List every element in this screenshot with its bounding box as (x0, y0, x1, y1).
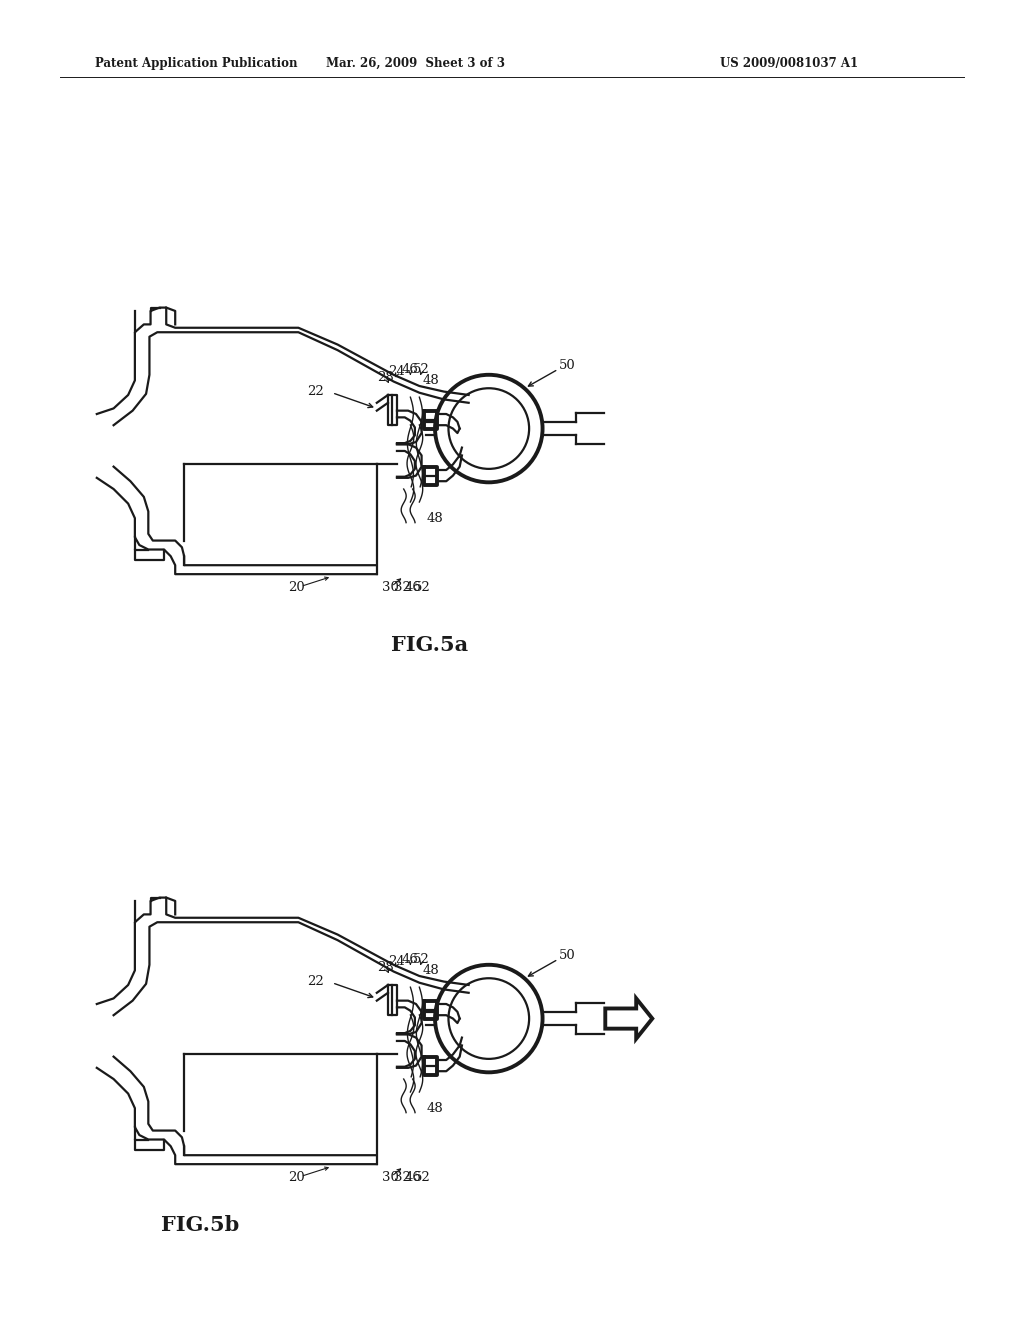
Text: 46: 46 (404, 581, 421, 594)
Text: 48: 48 (427, 512, 443, 524)
Text: 20: 20 (288, 1171, 304, 1184)
Text: 50: 50 (559, 949, 575, 962)
Text: 28: 28 (378, 371, 394, 384)
Text: 52: 52 (414, 363, 430, 376)
Text: 50: 50 (559, 359, 575, 372)
Text: 30: 30 (382, 1171, 398, 1184)
Text: 52: 52 (414, 953, 430, 966)
Text: 30: 30 (382, 581, 398, 594)
Text: 46: 46 (404, 1171, 421, 1184)
Text: 48: 48 (422, 964, 439, 977)
Text: 32: 32 (394, 581, 411, 594)
Text: Patent Application Publication: Patent Application Publication (95, 57, 298, 70)
Text: 20: 20 (288, 581, 304, 594)
Text: 32: 32 (394, 1171, 411, 1184)
Text: FIG.5a: FIG.5a (391, 635, 469, 655)
Text: 52: 52 (415, 1171, 431, 1184)
Text: 24: 24 (388, 364, 406, 378)
Text: 52: 52 (415, 581, 431, 594)
Text: 46: 46 (402, 953, 419, 966)
Text: US 2009/0081037 A1: US 2009/0081037 A1 (720, 57, 858, 70)
Text: 24: 24 (388, 954, 406, 968)
Text: 22: 22 (307, 385, 324, 399)
Text: Mar. 26, 2009  Sheet 3 of 3: Mar. 26, 2009 Sheet 3 of 3 (326, 57, 505, 70)
Text: 22: 22 (307, 975, 324, 989)
Text: 28: 28 (378, 961, 394, 974)
Text: 48: 48 (422, 374, 439, 387)
Text: FIG.5b: FIG.5b (161, 1214, 240, 1236)
Text: 48: 48 (427, 1102, 443, 1114)
Text: 46: 46 (402, 363, 419, 376)
